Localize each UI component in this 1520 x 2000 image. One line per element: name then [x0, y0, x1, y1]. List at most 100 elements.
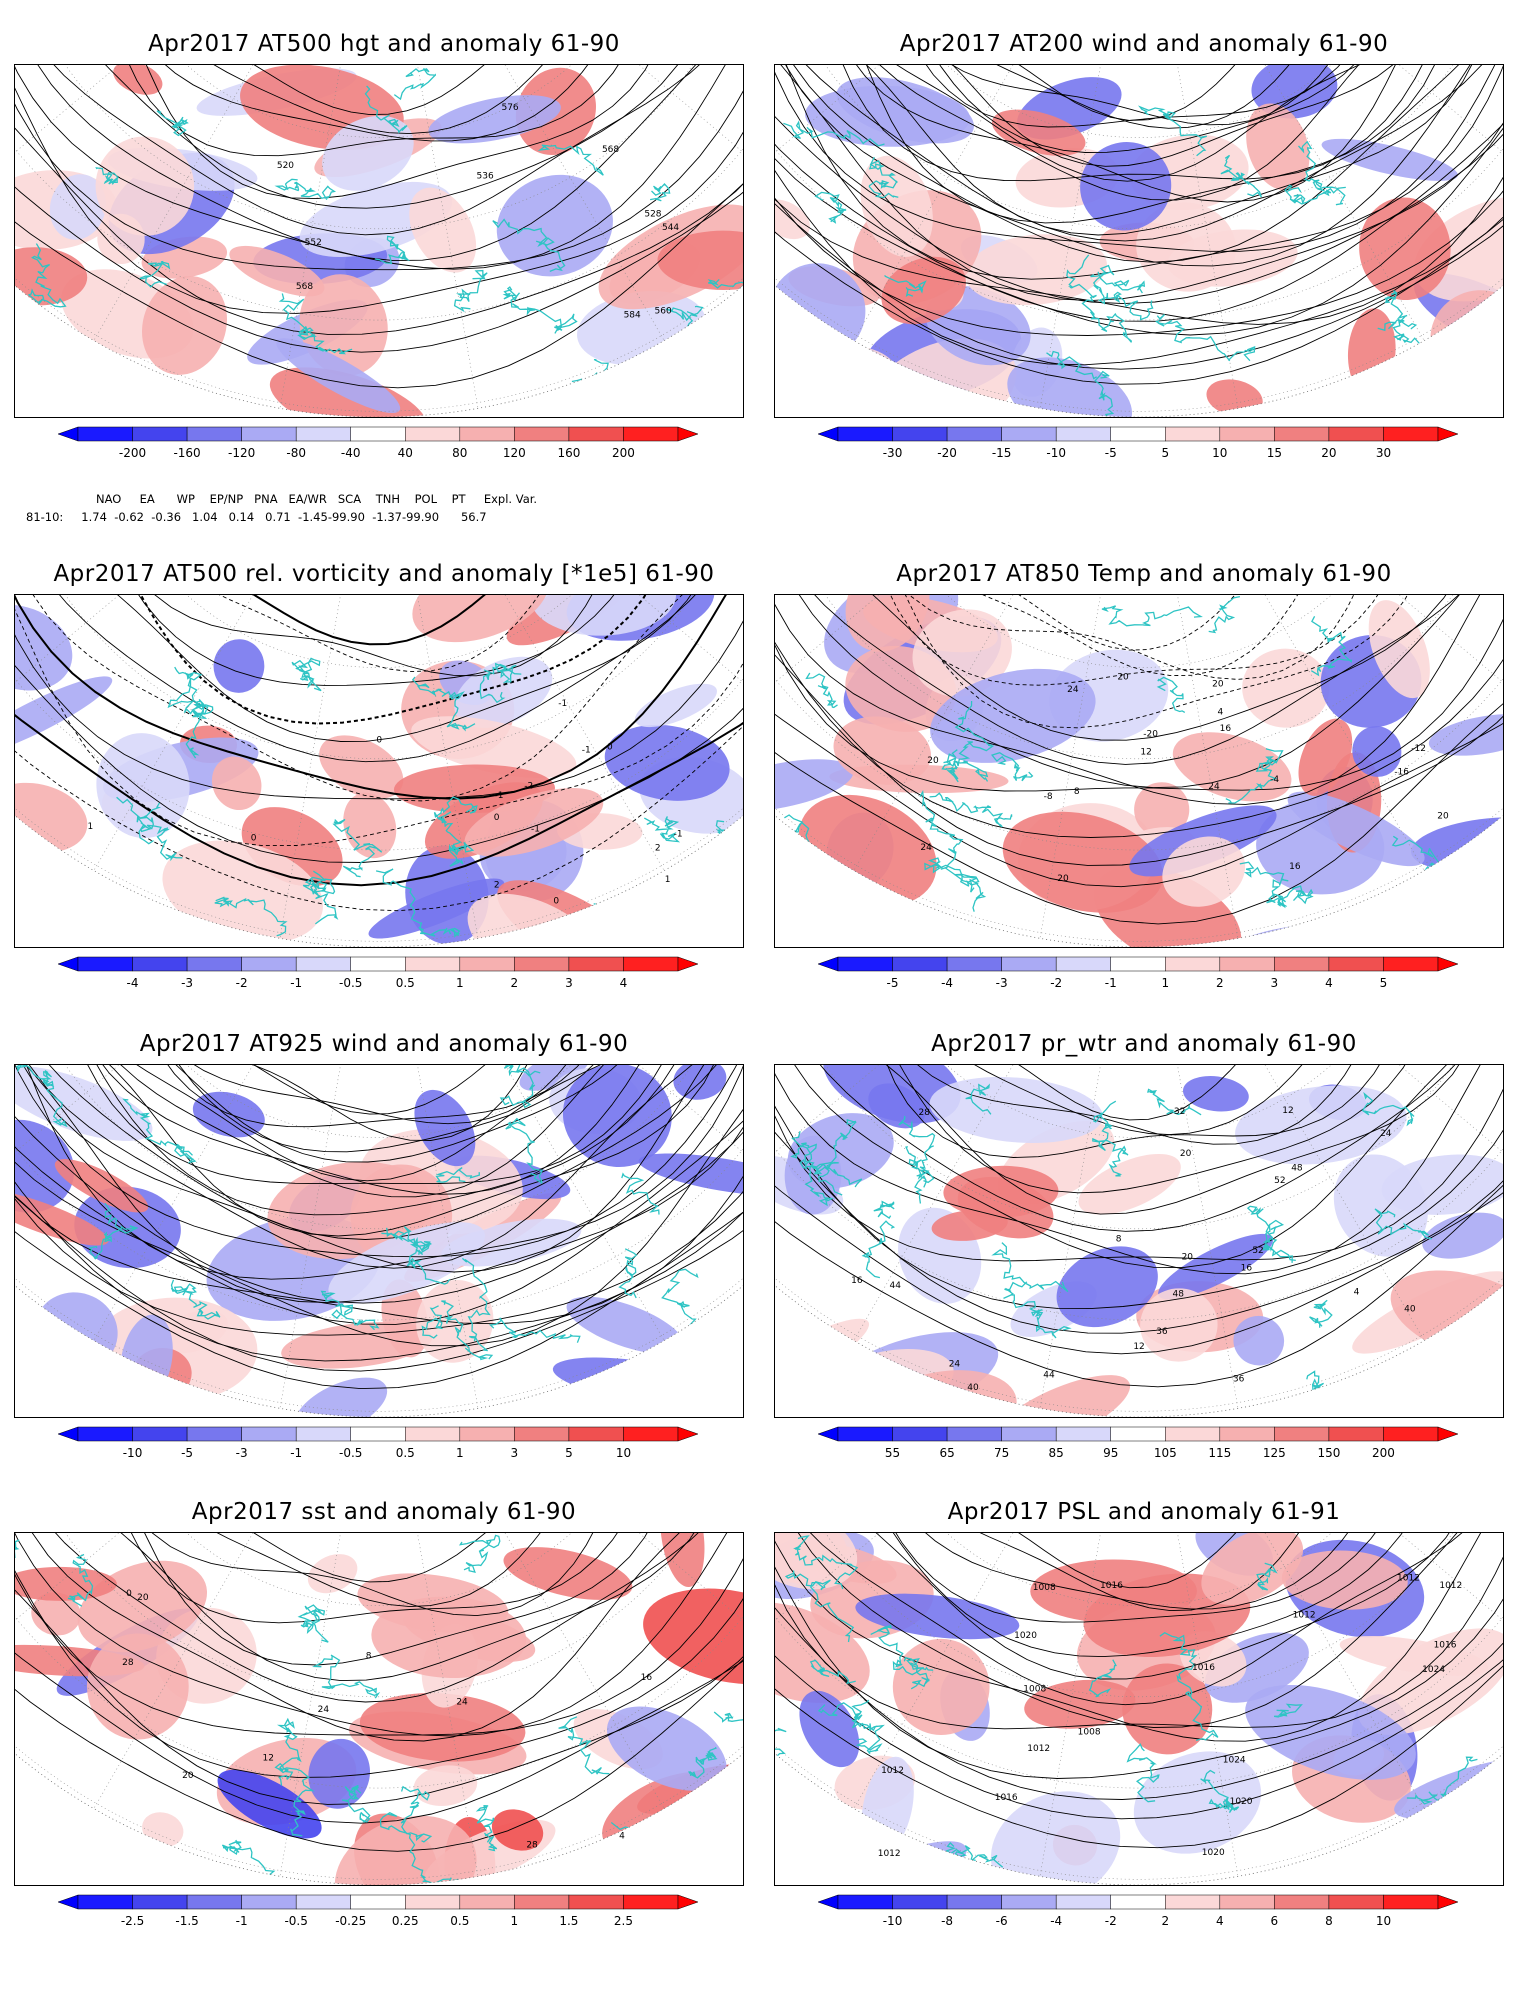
contour-line — [775, 595, 1503, 792]
contour-label: 1012 — [1293, 1611, 1316, 1621]
colorbar-max-arrow — [1437, 1426, 1458, 1442]
teleconnection-row: 81-10: 1.74 -0.62 -0.36 1.04 0.14 0.71 -1… — [26, 508, 537, 526]
coastline — [861, 1220, 896, 1279]
colorbar-tick-label: -6 — [995, 1914, 1008, 1928]
coastline — [1246, 1205, 1296, 1262]
contour-line — [775, 1533, 1503, 1820]
anomaly-patch — [991, 109, 1086, 156]
coastline — [488, 1317, 581, 1343]
colorbar-cell — [1165, 426, 1221, 442]
anomaly-patch — [799, 1690, 860, 1768]
coastline — [183, 672, 214, 720]
contour-line — [800, 1065, 1457, 1194]
teleconnection-header: NAO EA WP EP/NP PNA EA/WR SCA TNH POL PT… — [96, 492, 538, 506]
colorbar-cell — [1383, 956, 1439, 972]
colorbar-tick-label: -3 — [235, 1446, 248, 1460]
colorbar-cell — [623, 956, 679, 972]
coastline — [441, 1300, 494, 1361]
anomaly-patch — [1321, 138, 1458, 181]
colorbar-cell — [459, 1894, 515, 1910]
contour-line — [15, 595, 743, 863]
anomaly-patch — [1245, 1684, 1416, 1780]
colorbar-tick-label: 1 — [455, 1446, 464, 1460]
contour-line — [775, 1065, 1503, 1269]
contour-label: 1016 — [995, 1793, 1018, 1803]
contour-label: 1020 — [1014, 1631, 1037, 1641]
coastline — [991, 751, 1034, 782]
colorbar-cell — [1328, 1426, 1384, 1442]
contour-line — [15, 65, 743, 236]
contour-line — [61, 1065, 721, 1198]
anomaly-patch — [943, 1165, 1059, 1218]
anomaly-patch — [1162, 836, 1246, 907]
coastline — [791, 1131, 843, 1196]
coastline — [278, 293, 353, 355]
coastline — [965, 1083, 992, 1115]
contour-line — [775, 595, 1503, 789]
colorbar-cell — [186, 956, 242, 972]
anomaly-patch — [496, 174, 613, 277]
contour-line — [775, 65, 1503, 366]
contour-label: 4 — [1217, 708, 1223, 718]
contour-label: 1 — [665, 875, 671, 885]
colorbar-tick-label: 5 — [1161, 446, 1170, 460]
contour-line — [15, 1065, 743, 1304]
anomaly-patch — [1134, 782, 1190, 838]
colorbar-cell — [1328, 956, 1384, 972]
contour-line — [799, 595, 1450, 729]
colorbar-cell — [405, 426, 461, 442]
colorbar-cell — [295, 426, 351, 442]
colorbar-cell — [1383, 426, 1439, 442]
anomaly-patch — [833, 716, 931, 785]
coastline — [53, 1841, 81, 1884]
coastline — [122, 1098, 197, 1164]
colorbar-cell — [1001, 426, 1057, 442]
contour-line — [33, 1065, 735, 1185]
contour-label: -4 — [1270, 775, 1279, 785]
contour-line — [15, 1065, 743, 1362]
colorbar-tick-label: -0.5 — [339, 976, 363, 990]
colorbar-tick-label: -1 — [1104, 976, 1117, 990]
contour-label: 52 — [1252, 1246, 1263, 1256]
teleconnection-row-label: 81-10: — [26, 510, 64, 524]
colorbar-cell — [350, 1894, 406, 1910]
anomaly-patch — [1422, 1212, 1503, 1259]
colorbar-tick-label: -2.5 — [120, 1914, 145, 1928]
contour-line — [852, 595, 1439, 680]
anomaly-patch — [15, 604, 73, 691]
colorbar-tick-label: 1.5 — [559, 1914, 579, 1928]
colorbar-tick-label: 150 — [1317, 1446, 1341, 1460]
colorbar-min-arrow — [58, 1894, 79, 1910]
coastline — [1377, 290, 1408, 332]
contour-line — [775, 1065, 1503, 1232]
contour-label: 40 — [967, 1383, 979, 1393]
colorbar — [818, 1426, 1458, 1442]
contour-line — [15, 1065, 743, 1390]
coastline — [991, 1242, 1069, 1293]
coastline — [775, 1727, 792, 1778]
colorbar-min-arrow — [818, 1426, 839, 1442]
graticule-circle — [87, 1065, 671, 1138]
map-field — [775, 1533, 1503, 1885]
coastline — [332, 818, 383, 878]
anomaly-patch — [638, 1153, 743, 1196]
colorbar-cell — [946, 1426, 1002, 1442]
coastline — [903, 1656, 930, 1690]
coastline — [1309, 1299, 1333, 1328]
contour-line — [775, 1065, 1503, 1262]
contour-label: -1 — [558, 699, 567, 709]
contour-line — [775, 595, 1503, 765]
contour-label: 16 — [641, 1673, 653, 1683]
contour-line — [15, 595, 743, 800]
graticule-circle — [847, 65, 1431, 138]
coastline — [660, 362, 709, 393]
contour-line — [775, 1065, 1503, 1310]
anomaly-patch — [1381, 1154, 1503, 1215]
contour-label: 12 — [1282, 1106, 1293, 1116]
coastline — [15, 1065, 68, 1128]
coastline — [458, 1534, 501, 1574]
colorbar-max-arrow — [677, 1426, 698, 1442]
contour-label: 20 — [1212, 680, 1224, 690]
contour-line — [801, 1533, 1464, 1658]
anomaly-patch — [1080, 142, 1172, 231]
